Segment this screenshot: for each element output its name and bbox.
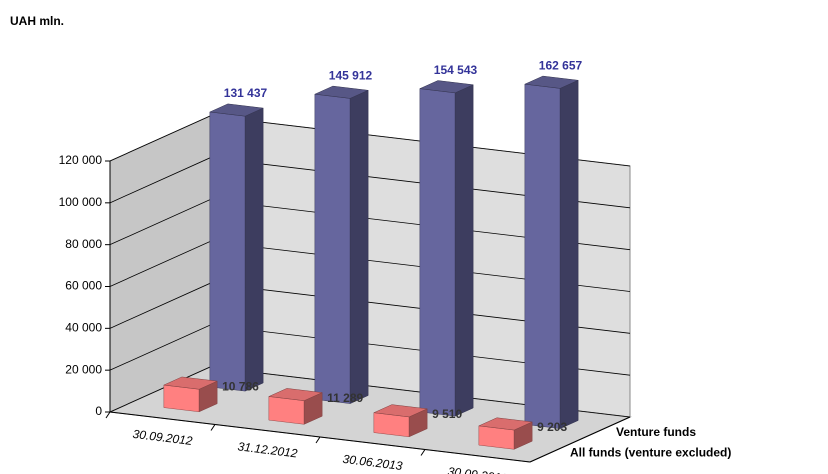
bar [477,417,534,450]
value-label: 154 543 [434,63,478,77]
value-label: 131 437 [224,86,268,100]
bar-front [314,93,351,404]
bar-top [477,417,534,431]
bar-front [268,396,305,425]
value-label: 9 510 [432,407,462,421]
x-tick-label: 30.06.2013 [342,452,404,473]
bar [208,103,265,392]
bar-top [208,103,265,117]
bar [372,404,429,438]
bar-side [454,84,474,417]
bar-top [523,75,580,89]
y-tick-label: 0 [95,404,102,418]
bar [523,75,580,429]
bar [313,85,370,404]
value-label: 10 786 [222,379,259,393]
bar-top [267,388,324,401]
y-tick-label: 120 000 [59,153,103,167]
series-label: Venture funds [616,425,696,439]
x-tick [210,424,216,431]
bar-front [419,88,456,417]
x-tick [420,449,426,456]
y-tick-label: 40 000 [65,321,102,335]
value-label: 11 289 [327,391,363,405]
y-tick-label: 60 000 [65,279,102,293]
x-tick [105,411,111,419]
y-tick-label: 100 000 [59,195,103,209]
bar-side [559,79,579,429]
bar [267,388,324,425]
y-tick-label: 20 000 [65,362,102,376]
bar [418,80,475,417]
value-label: 9 203 [537,420,567,434]
bar-front [163,384,200,413]
bar-top [418,80,475,94]
x-tick-label: 30.09.2012 [132,427,194,448]
y-tick-label: 80 000 [65,237,102,251]
bar-top [313,85,370,99]
x-tick-label: 31.12.2012 [237,439,299,460]
bar [162,376,219,413]
bar-front [524,83,561,429]
bar-front [209,111,246,392]
bar-top [162,376,219,390]
x-tick [315,436,321,444]
bar-side [244,107,264,392]
depth-axis [529,416,631,463]
bar-top [372,404,429,418]
y-axis-label: UAH mln. [10,14,64,28]
value-label: 145 912 [329,68,373,82]
value-label: 162 657 [539,58,583,72]
bar-side [349,89,369,404]
x-tick-label: 30.09.2013 [447,464,509,474]
series-label: All funds (venture excluded) [570,446,731,460]
